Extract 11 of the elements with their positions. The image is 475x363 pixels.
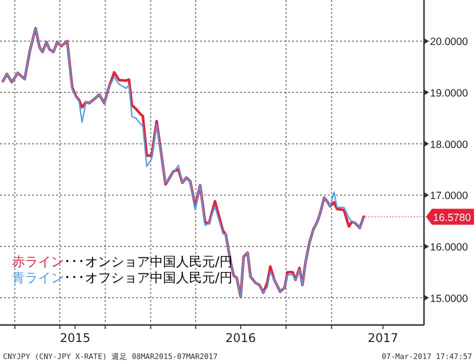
y-tick-label: 20.0000	[430, 36, 468, 48]
x-tick-label: 2015	[60, 331, 90, 345]
x-tick-label: 2017	[368, 331, 398, 345]
y-tick-label: 15.0000	[430, 292, 468, 305]
y-tick-label: 16.0000	[430, 241, 468, 254]
x-tick-label: 2016	[225, 331, 256, 345]
y-tick-label: 19.0000	[430, 87, 468, 100]
y-tick-label: 18.0000	[430, 138, 468, 151]
annotation: 16.5780	[433, 212, 472, 224]
y-tick-label: 17.0000	[430, 190, 468, 202]
last-value-tag: 16.5780	[365, 208, 474, 225]
